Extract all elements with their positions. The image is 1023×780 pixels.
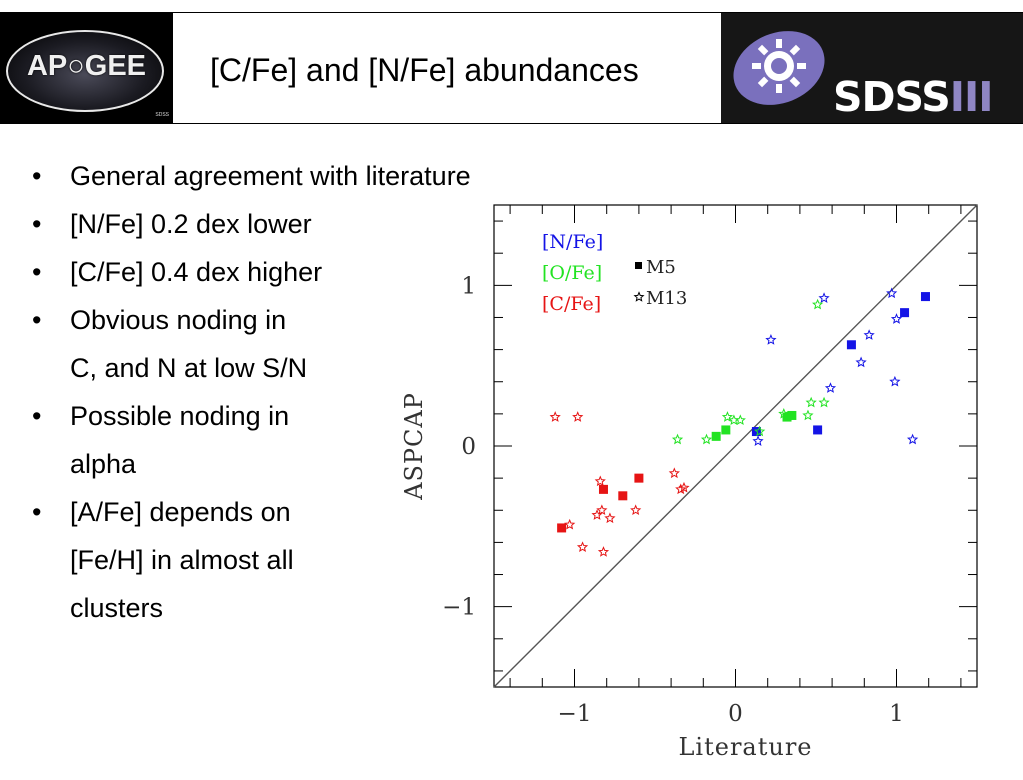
apogee-logo-text: AP○GEE [26, 50, 147, 82]
legend-series-label: [O/Fe] [542, 262, 602, 284]
point-m13-nfe [889, 375, 901, 387]
point-m13-cfe [668, 467, 680, 479]
bullet-list: • General agreement with literature • [N/Fe… [30, 152, 471, 632]
bullet-text-line: [Fe/H] in almost all [70, 545, 294, 575]
point-m5-ofe [782, 412, 792, 422]
point-m13-ofe [700, 433, 713, 445]
point-m5-nfe [920, 292, 930, 302]
x-axis-label: Literature [678, 733, 812, 761]
point-m13-nfe [765, 334, 777, 345]
bullet-text-line: C, and N at low S/N [70, 353, 308, 383]
bullet-marker: • [32, 257, 42, 287]
point-m5-cfe [634, 473, 644, 483]
bullet-item: • Obvious noding in C, and N at low S/N [30, 296, 471, 392]
point-m13-ofe [754, 425, 766, 437]
point-m5-ofe [711, 431, 721, 441]
point-m5-nfe [813, 425, 823, 435]
point-m5-nfe [900, 308, 910, 318]
point-m13-ofe [721, 411, 734, 422]
point-m13-nfe [886, 287, 898, 299]
sdss-sun-icon [733, 31, 825, 105]
sdss3-logo-text: SDSSIII [833, 73, 994, 121]
bullet-marker: • [32, 401, 42, 431]
bullet-marker: • [32, 209, 42, 239]
bullet-item: • [C/Fe] 0.4 dex higher [30, 248, 471, 296]
bullet-text-line: General agreement with literature [70, 161, 471, 191]
point-m13-cfe [597, 546, 610, 557]
point-m13-ofe [818, 396, 830, 408]
point-m5-cfe [598, 484, 608, 494]
point-m13-nfe [890, 313, 903, 324]
point-m5-cfe [557, 523, 567, 533]
apogee-logo-ellipse [6, 30, 164, 112]
point-m13-cfe [594, 475, 606, 487]
legend-marker-label: M5 [646, 257, 676, 278]
header-bottom-rule [0, 123, 1023, 124]
point-m13-nfe [855, 356, 867, 368]
bullet-text-line: clusters [70, 593, 164, 623]
legend-marker-label: M13 [646, 288, 687, 309]
legend-series-label: [N/Fe] [542, 231, 603, 253]
point-m13-cfe [678, 481, 690, 493]
legend-m13-marker [633, 291, 645, 302]
point-m13-cfe [604, 512, 616, 524]
point-m13-ofe [802, 409, 814, 421]
y-tick-label: 1 [461, 273, 476, 299]
scatter-chart: −1 0 1 −1 0 1 Literature ASPCAP [N/Fe] [O/Fe] [C/F… [400, 204, 978, 761]
sdss-word: SDSS [833, 73, 951, 121]
bullet-text-line: [C/Fe] 0.4 dex higher [70, 257, 323, 287]
point-m13-cfe [564, 518, 576, 530]
point-m13-cfe [630, 504, 642, 516]
apogee-logo: AP○GEE SDSS [0, 13, 173, 123]
point-m13-cfe [596, 504, 608, 516]
bullet-text-line: [N/Fe] 0.2 dex lower [70, 209, 312, 239]
point-m13-nfe [752, 435, 764, 446]
point-m13-cfe [549, 411, 561, 422]
bullet-marker: • [32, 161, 42, 191]
point-m13-nfe [824, 382, 837, 393]
point-m13-ofe [812, 298, 824, 310]
point-m13-cfe [572, 411, 584, 422]
point-m5-ofe [721, 425, 731, 435]
bullet-item: • Possible noding in alpha [30, 392, 471, 488]
point-m13-cfe [576, 541, 589, 552]
point-m5-cfe [618, 491, 628, 501]
legend-series-label: [C/Fe] [542, 293, 601, 315]
point-m13-ofe [671, 433, 684, 445]
header-top-rule [0, 12, 1023, 13]
sdss-roman-numeral: III [949, 73, 994, 121]
point-m13-ofe [805, 396, 817, 408]
bullet-text-line: Obvious noding in [70, 305, 287, 335]
bullet-item: • [A/Fe] depends on [Fe/H] in almost all cl… [30, 488, 471, 632]
bullet-text-line: Possible noding in [70, 401, 290, 431]
slide-title: [C/Fe] and [N/Fe] abundances [210, 52, 639, 88]
apogee-logo-sdss-mark: SDSS [155, 112, 169, 118]
y-axis-label: ASPCAP [400, 392, 428, 501]
bullet-item: • General agreement with literature [30, 152, 471, 200]
x-tick-label: −1 [558, 701, 592, 727]
point-m5-nfe [846, 340, 856, 350]
point-m13-ofe [778, 407, 790, 419]
bullet-item: • [N/Fe] 0.2 dex lower [30, 200, 471, 248]
one-to-one-line [493, 204, 978, 688]
point-m13-ofe [734, 414, 746, 426]
x-tick-label: 1 [889, 701, 904, 727]
bullet-marker: • [32, 305, 42, 335]
point-m13-nfe [818, 292, 830, 303]
bullet-marker: • [32, 497, 42, 527]
point-m13-nfe [906, 433, 919, 445]
y-tick-label: −1 [442, 595, 476, 621]
legend-m5-marker [635, 262, 642, 269]
y-tick-label: 0 [461, 434, 476, 460]
bullet-text-line: [A/Fe] depends on [70, 497, 291, 527]
point-m13-cfe [675, 483, 687, 495]
x-tick-label: 0 [728, 701, 743, 727]
slide-header: AP○GEE SDSS [C/Fe] and [N/Fe] abundances… [0, 0, 1023, 124]
bullet-text-line: alpha [70, 449, 137, 479]
sdss3-logo: SDSSIII [721, 13, 1023, 123]
point-m5-ofe [787, 410, 797, 420]
point-m13-nfe [863, 329, 875, 340]
